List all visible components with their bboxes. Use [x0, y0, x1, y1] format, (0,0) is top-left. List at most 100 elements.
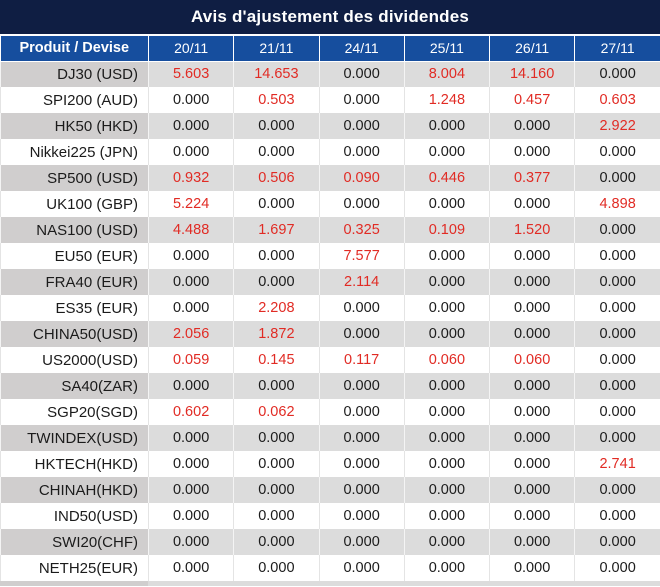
value-cell: 0.000 — [233, 529, 319, 555]
product-cell: EU50 (EUR) — [0, 243, 149, 269]
value-cell: 0.000 — [574, 295, 660, 321]
value-cell: 0.602 — [147, 399, 234, 425]
value-cell: 0.377 — [488, 165, 575, 191]
product-cell: IND50(USD) — [0, 503, 149, 529]
value-cell: 0.000 — [147, 529, 234, 555]
value-cell: 0.000 — [574, 477, 660, 503]
value-cell: 0.000 — [233, 503, 319, 529]
value-cell: 0.145 — [233, 347, 319, 373]
value-cell: 2.741 — [574, 451, 660, 477]
value-cell: 1.872 — [233, 321, 319, 347]
table-body: DJ30 (USD) 5.603 14.653 0.000 8.004 14.160 0.0… — [0, 61, 660, 581]
value-cell: 2.056 — [147, 321, 234, 347]
value-cell: 0.000 — [318, 399, 405, 425]
table-row: SGP20(SGD) 0.602 0.062 0.000 0.000 0.000 0.000 — [0, 399, 660, 425]
value-cell: 0.000 — [318, 373, 405, 399]
value-cell: 0.000 — [403, 295, 490, 321]
value-cell: 0.000 — [403, 529, 490, 555]
value-cell: 0.000 — [403, 139, 490, 165]
table-row: SPI200 (AUD) 0.000 0.503 0.000 1.248 0.457 0.6… — [0, 87, 660, 113]
value-cell: 0.000 — [318, 191, 405, 217]
value-cell: 8.004 — [403, 61, 490, 87]
product-cell: NETH25(EUR) — [0, 555, 149, 581]
date-column-header: 26/11 — [488, 36, 575, 62]
product-cell: TWINDEX(USD) — [0, 425, 149, 451]
value-cell: 0.000 — [318, 295, 405, 321]
table-row: HKTECH(HKD) 0.000 0.000 0.000 0.000 0.000 2.74… — [0, 451, 660, 477]
value-cell: 0.000 — [403, 477, 490, 503]
value-cell: 0.000 — [403, 451, 490, 477]
dividend-table: Produit / Devise 20/11 21/11 24/11 25/11 26/1… — [0, 36, 660, 581]
product-cell: Nikkei225 (JPN) — [0, 139, 149, 165]
value-cell: 0.000 — [147, 503, 234, 529]
value-cell: 0.000 — [403, 269, 490, 295]
value-cell: 0.000 — [403, 399, 490, 425]
value-cell: 0.109 — [403, 217, 490, 243]
value-cell: 0.000 — [233, 425, 319, 451]
value-cell: 0.000 — [574, 347, 660, 373]
table-row: Nikkei225 (JPN) 0.000 0.000 0.000 0.000 0.000… — [0, 139, 660, 165]
product-cell: CHINA50(USD) — [0, 321, 149, 347]
value-cell: 0.000 — [488, 477, 575, 503]
table-row: IND50(USD) 0.000 0.000 0.000 0.000 0.000 0.000 — [0, 503, 660, 529]
value-cell: 0.000 — [147, 373, 234, 399]
table-row: DJ30 (USD) 5.603 14.653 0.000 8.004 14.160 0.0… — [0, 61, 660, 87]
table-row: SP500 (USD) 0.932 0.506 0.090 0.446 0.377 0.00… — [0, 165, 660, 191]
value-cell: 14.160 — [488, 61, 575, 87]
product-cell: HK50 (HKD) — [0, 113, 149, 139]
value-cell: 0.000 — [403, 503, 490, 529]
value-cell: 0.000 — [574, 373, 660, 399]
table-row: ES35 (EUR) 0.000 2.208 0.000 0.000 0.000 0.000 — [0, 295, 660, 321]
value-cell: 0.000 — [318, 321, 405, 347]
value-cell: 0.000 — [318, 139, 405, 165]
value-cell: 0.000 — [147, 243, 234, 269]
value-cell: 0.117 — [318, 347, 405, 373]
value-cell: 2.922 — [574, 113, 660, 139]
value-cell: 14.653 — [233, 61, 319, 87]
value-cell: 0.000 — [147, 451, 234, 477]
value-cell: 0.000 — [488, 425, 575, 451]
product-cell: CHINAH(HKD) — [0, 477, 149, 503]
value-cell: 0.000 — [147, 87, 234, 113]
clipped-next-row — [0, 581, 660, 586]
table-row: NETH25(EUR) 0.000 0.000 0.000 0.000 0.000 0.00… — [0, 555, 660, 581]
product-cell: HKTECH(HKD) — [0, 451, 149, 477]
value-cell: 2.208 — [233, 295, 319, 321]
value-cell: 0.000 — [403, 425, 490, 451]
date-column-header: 25/11 — [403, 36, 490, 62]
value-cell: 0.000 — [574, 217, 660, 243]
value-cell: 0.000 — [318, 113, 405, 139]
value-cell: 0.000 — [318, 61, 405, 87]
value-cell: 0.000 — [574, 243, 660, 269]
value-cell: 0.000 — [318, 425, 405, 451]
value-cell: 0.000 — [488, 399, 575, 425]
value-cell: 4.898 — [574, 191, 660, 217]
product-column-header: Produit / Devise — [0, 36, 149, 62]
value-cell: 0.000 — [403, 321, 490, 347]
product-cell: SPI200 (AUD) — [0, 87, 149, 113]
value-cell: 0.000 — [233, 113, 319, 139]
product-cell: SGP20(SGD) — [0, 399, 149, 425]
table-header: Produit / Devise 20/11 21/11 24/11 25/11 26/1… — [0, 36, 660, 62]
product-cell: SWI20(CHF) — [0, 529, 149, 555]
table-row: FRA40 (EUR) 0.000 0.000 2.114 0.000 0.000 0.00… — [0, 269, 660, 295]
table-row: TWINDEX(USD) 0.000 0.000 0.000 0.000 0.000 0.0… — [0, 425, 660, 451]
value-cell: 7.577 — [318, 243, 405, 269]
value-cell: 0.000 — [403, 555, 490, 581]
value-cell: 0.000 — [147, 477, 234, 503]
value-cell: 0.000 — [574, 425, 660, 451]
value-cell: 0.446 — [403, 165, 490, 191]
product-cell: FRA40 (EUR) — [0, 269, 149, 295]
value-cell: 1.248 — [403, 87, 490, 113]
value-cell: 0.060 — [403, 347, 490, 373]
value-cell: 0.000 — [233, 243, 319, 269]
value-cell: 0.000 — [488, 451, 575, 477]
value-cell: 0.000 — [318, 451, 405, 477]
value-cell: 1.520 — [488, 217, 575, 243]
table-row: UK100 (GBP) 5.224 0.000 0.000 0.000 0.000 4.89… — [0, 191, 660, 217]
value-cell: 0.000 — [488, 295, 575, 321]
product-cell: DJ30 (USD) — [0, 61, 149, 87]
value-cell: 0.000 — [318, 555, 405, 581]
header-row: Produit / Devise 20/11 21/11 24/11 25/11 26/1… — [0, 36, 660, 62]
